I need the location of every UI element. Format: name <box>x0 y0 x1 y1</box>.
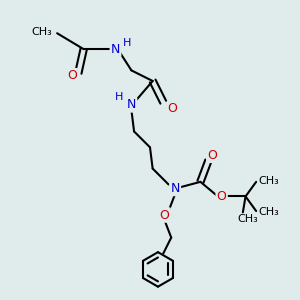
Text: O: O <box>160 208 170 221</box>
Text: N: N <box>170 182 180 195</box>
Text: O: O <box>168 102 178 116</box>
Text: O: O <box>217 190 226 203</box>
Text: O: O <box>207 149 217 162</box>
Text: H: H <box>115 92 124 103</box>
Text: N: N <box>127 98 136 111</box>
Text: O: O <box>67 69 77 82</box>
Text: CH₃: CH₃ <box>31 27 52 37</box>
Text: CH₃: CH₃ <box>259 176 280 185</box>
Text: CH₃: CH₃ <box>259 207 280 218</box>
Text: CH₃: CH₃ <box>238 214 258 224</box>
Text: H: H <box>123 38 132 47</box>
Text: N: N <box>111 43 120 56</box>
